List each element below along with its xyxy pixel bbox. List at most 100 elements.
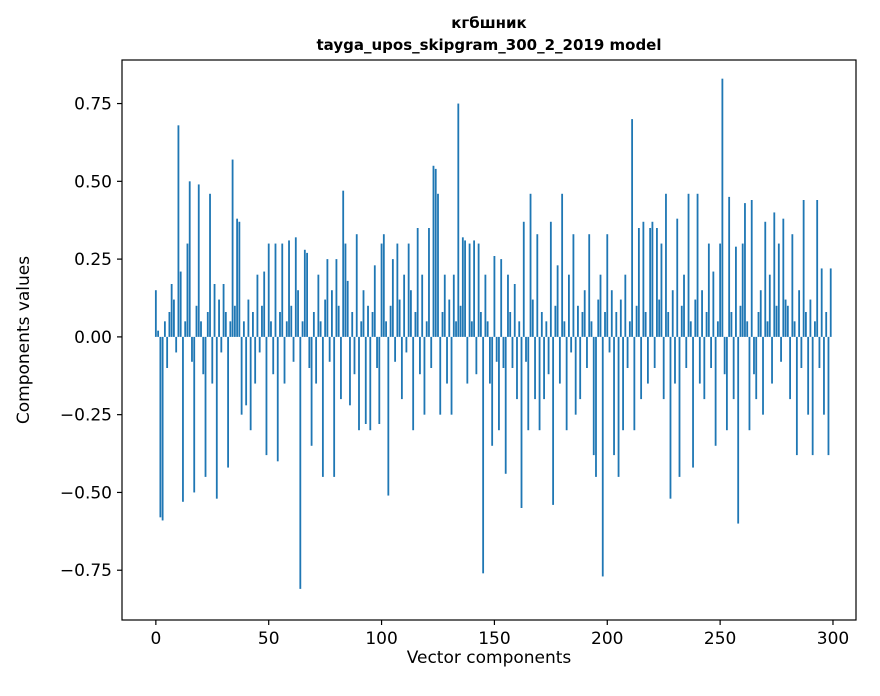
- y-tick-label: 0.25: [74, 250, 112, 270]
- bar: [394, 336, 397, 362]
- x-tick-label: 50: [258, 629, 280, 649]
- bar: [694, 299, 697, 337]
- bar: [730, 312, 733, 337]
- bar: [737, 336, 740, 524]
- bar: [306, 252, 308, 337]
- bar: [245, 336, 248, 406]
- bar: [665, 193, 667, 337]
- bar: [473, 240, 476, 337]
- bar: [529, 193, 532, 337]
- bar: [552, 336, 555, 505]
- bar: [493, 256, 496, 337]
- bar: [635, 305, 638, 337]
- bar: [425, 321, 428, 337]
- bar: [457, 103, 460, 337]
- bar: [328, 336, 331, 362]
- bar: [437, 193, 439, 337]
- bar: [249, 336, 252, 431]
- bar: [186, 243, 189, 337]
- bar: [308, 336, 311, 368]
- bar: [238, 221, 241, 337]
- bar: [441, 312, 444, 337]
- bar: [647, 336, 649, 384]
- bar: [768, 274, 771, 337]
- bar: [649, 228, 652, 337]
- bar: [477, 243, 480, 337]
- bar: [376, 336, 378, 368]
- bar: [448, 299, 451, 337]
- bar: [766, 321, 769, 337]
- y-axis-label: Components values: [14, 255, 34, 425]
- bar: [371, 312, 374, 337]
- bar: [224, 312, 227, 337]
- bar: [543, 336, 545, 400]
- bar: [317, 274, 320, 337]
- bar: [689, 321, 692, 337]
- bar: [290, 305, 293, 337]
- bar: [577, 305, 579, 337]
- bar: [827, 336, 830, 456]
- bar: [407, 243, 410, 337]
- bar: [324, 299, 327, 337]
- bar: [773, 212, 776, 337]
- bar: [680, 305, 683, 337]
- bar: [209, 193, 211, 337]
- bar: [421, 274, 424, 337]
- bar: [315, 336, 318, 384]
- bar: [755, 336, 758, 400]
- bar: [771, 336, 773, 384]
- bar: [685, 336, 688, 368]
- bar: [637, 228, 640, 337]
- bar: [816, 200, 819, 337]
- bar: [362, 290, 365, 337]
- bar: [195, 305, 198, 337]
- bar: [536, 234, 539, 337]
- bar: [303, 249, 306, 337]
- bar: [516, 336, 518, 400]
- bar: [716, 321, 719, 337]
- bar: [455, 321, 457, 337]
- bar: [825, 312, 828, 337]
- bar: [197, 184, 200, 337]
- bar: [439, 336, 442, 415]
- bar: [391, 259, 394, 337]
- bar: [261, 305, 263, 337]
- plot-border: [121, 59, 857, 621]
- bar: [829, 268, 832, 337]
- bar: [784, 299, 787, 337]
- x-tick-label: 250: [704, 629, 736, 649]
- bar: [410, 290, 412, 337]
- bar: [556, 265, 559, 337]
- bar: [168, 312, 171, 337]
- bar: [653, 336, 656, 368]
- bar: [595, 336, 597, 477]
- bar: [175, 336, 178, 353]
- bar: [802, 200, 805, 337]
- bar: [231, 159, 234, 337]
- bar: [279, 312, 281, 337]
- y-tick-label: 0.75: [74, 95, 112, 115]
- bar: [604, 312, 606, 337]
- bar: [563, 321, 566, 337]
- bar: [461, 237, 464, 337]
- bar: [475, 336, 478, 375]
- bar: [236, 218, 239, 337]
- bar: [170, 284, 173, 337]
- bar: [340, 336, 342, 400]
- bar: [459, 305, 462, 337]
- bar: [258, 336, 261, 353]
- bar: [428, 228, 430, 337]
- bar: [326, 259, 329, 337]
- bar: [549, 221, 552, 337]
- bar: [572, 234, 575, 337]
- bar: [748, 336, 751, 431]
- bar: [725, 336, 728, 431]
- bar: [353, 336, 356, 375]
- bar: [294, 237, 297, 337]
- bar: [177, 125, 180, 337]
- bar: [443, 274, 446, 337]
- bar: [642, 221, 645, 337]
- bar: [590, 321, 593, 337]
- bar: [561, 193, 564, 337]
